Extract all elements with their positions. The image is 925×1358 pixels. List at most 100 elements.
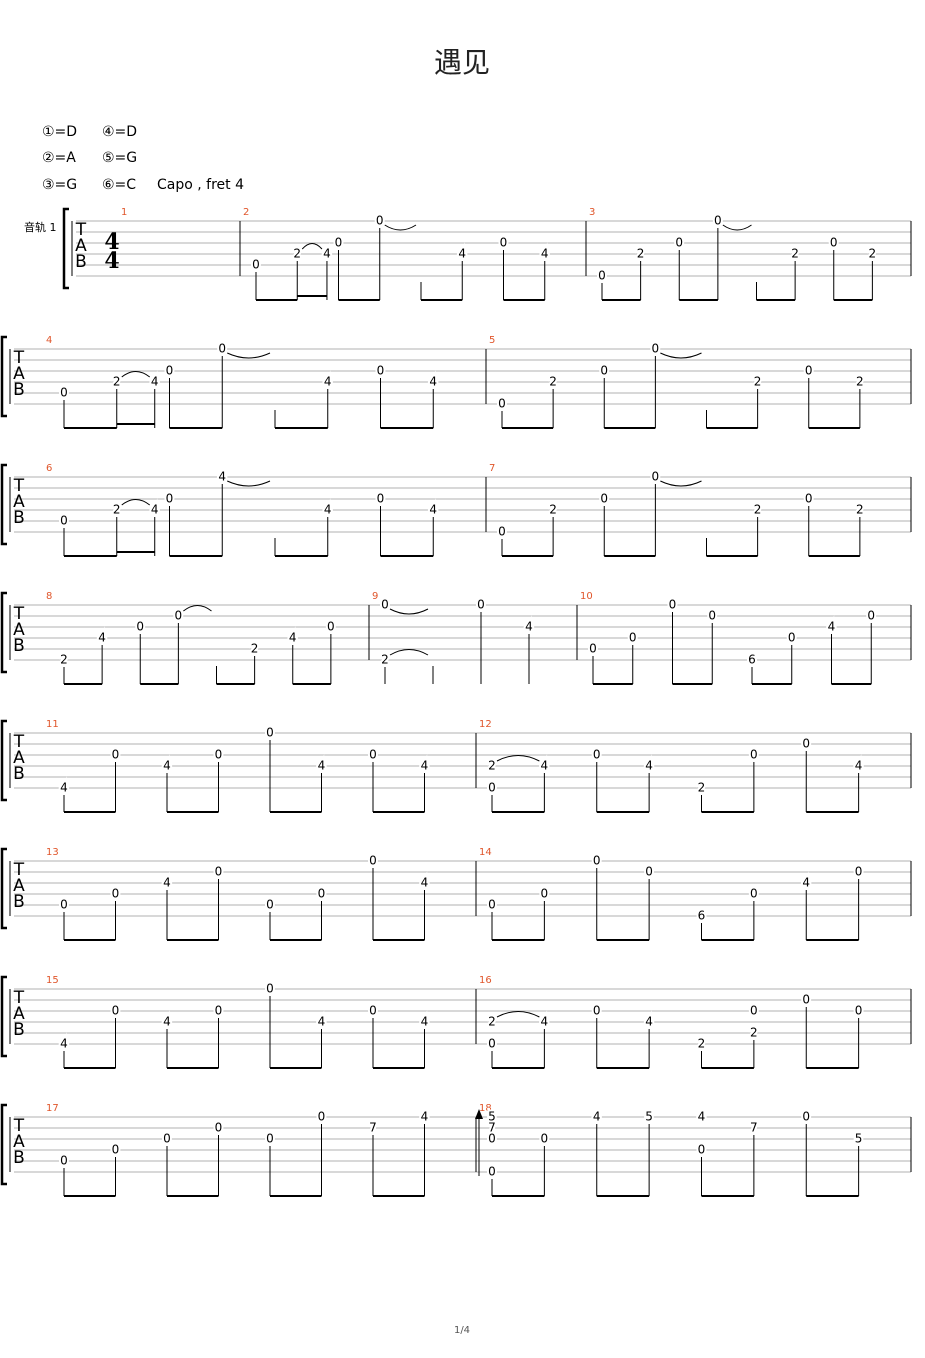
fret-number: 0	[112, 1143, 120, 1157]
fret-number: 2	[113, 503, 121, 517]
fret-number: 0	[60, 898, 68, 912]
fret-number: 5	[855, 1132, 863, 1146]
tie	[496, 1011, 540, 1018]
tab-letter: B	[13, 1148, 25, 1168]
fret-number: 0	[802, 737, 810, 751]
tie	[183, 605, 212, 612]
fret-number: 2	[549, 503, 557, 517]
tab-letter: A	[13, 876, 25, 896]
measure-number: 18	[479, 1103, 492, 1114]
fret-number: 4	[218, 470, 226, 484]
fret-number: 0	[708, 609, 716, 623]
fret-number: 2	[637, 247, 645, 261]
fret-number: 4	[525, 620, 533, 634]
tab-letter: A	[13, 492, 25, 512]
fret-number: 0	[600, 364, 608, 378]
fret-number: 4	[421, 1015, 429, 1029]
fret-number: 0	[541, 887, 549, 901]
fret-number: 0	[376, 214, 384, 228]
tuning: ①=D	[42, 124, 77, 140]
tie	[121, 371, 151, 378]
tie	[660, 480, 702, 487]
fret-number: 4	[645, 1015, 653, 1029]
staff-bracket	[0, 1103, 7, 1186]
fret-number: 4	[429, 375, 437, 389]
measure-number: 9	[372, 591, 378, 602]
staff-bracket	[62, 207, 69, 290]
fret-number: 0	[488, 781, 496, 795]
fret-number: 4	[163, 759, 171, 773]
tuning: ④=D	[102, 124, 137, 140]
fret-number: 4	[855, 759, 863, 773]
tuning: ②=A	[42, 150, 76, 166]
fret-number: 2	[856, 375, 864, 389]
fret-number: 4	[645, 759, 653, 773]
fret-number: 0	[788, 631, 796, 645]
tab-letter: T	[13, 476, 25, 496]
fret-number: 2	[698, 781, 706, 795]
tab-letter: B	[13, 1020, 25, 1040]
fret-number: 4	[323, 247, 331, 261]
fret-number: 7	[750, 1121, 758, 1135]
tab-letter: B	[13, 764, 25, 784]
fret-number: 0	[60, 386, 68, 400]
fret-number: 0	[750, 887, 758, 901]
fret-number: 0	[541, 1132, 549, 1146]
tuning: ⑥=C	[102, 177, 136, 193]
tab-letter: A	[75, 236, 87, 256]
fret-number: 0	[60, 514, 68, 528]
fret-number: 0	[830, 236, 838, 250]
fret-number: 4	[802, 876, 810, 890]
fret-number: 0	[381, 598, 389, 612]
fret-number: 2	[549, 375, 557, 389]
fret-number: 0	[645, 865, 653, 879]
fret-number: 7	[488, 1121, 496, 1135]
fret-number: 0	[598, 269, 606, 283]
tie	[384, 224, 417, 231]
fret-number: 0	[652, 470, 660, 484]
fret-number: 4	[318, 759, 326, 773]
fret-number: 0	[675, 236, 683, 250]
fret-number: 4	[421, 1110, 429, 1124]
tab-letter: B	[13, 508, 25, 528]
fret-number: 2	[488, 1015, 496, 1029]
fret-number: 4	[458, 247, 466, 261]
measure-number: 2	[243, 207, 249, 218]
fret-number: 4	[324, 375, 332, 389]
fret-number: 4	[60, 1037, 68, 1051]
staff-bracket	[0, 591, 7, 674]
measure-number: 5	[489, 335, 495, 346]
page-number: 1/4	[454, 1325, 470, 1336]
fret-number: 2	[754, 503, 762, 517]
fret-number: 0	[855, 1004, 863, 1018]
fret-number: 0	[600, 492, 608, 506]
fret-number: 7	[369, 1121, 377, 1135]
fret-number: 4	[421, 876, 429, 890]
fret-number: 5	[645, 1110, 653, 1124]
fret-number: 0	[867, 609, 875, 623]
measure-number: 10	[580, 591, 593, 602]
time-signature: 4	[104, 229, 119, 255]
fret-number: 0	[266, 898, 274, 912]
tab-letter: T	[13, 988, 25, 1008]
fret-number: 0	[60, 1154, 68, 1168]
fret-number: 0	[589, 642, 597, 656]
fret-number: 2	[750, 1026, 758, 1040]
fret-number: 0	[477, 598, 485, 612]
fret-number: 0	[802, 993, 810, 1007]
measure-number: 16	[479, 975, 492, 986]
tab-letter: T	[13, 604, 25, 624]
tie	[227, 352, 271, 359]
fret-number: 4	[324, 503, 332, 517]
fret-number: 0	[855, 865, 863, 879]
fret-number: 2	[381, 653, 389, 667]
fret-number: 0	[593, 854, 601, 868]
tab-letter: A	[13, 364, 25, 384]
fret-number: 0	[805, 364, 813, 378]
measure-number: 4	[46, 335, 52, 346]
fret-number: 4	[289, 631, 297, 645]
fret-number: 0	[163, 1132, 171, 1146]
tab-letter: B	[13, 892, 25, 912]
fret-number: 4	[163, 1015, 171, 1029]
